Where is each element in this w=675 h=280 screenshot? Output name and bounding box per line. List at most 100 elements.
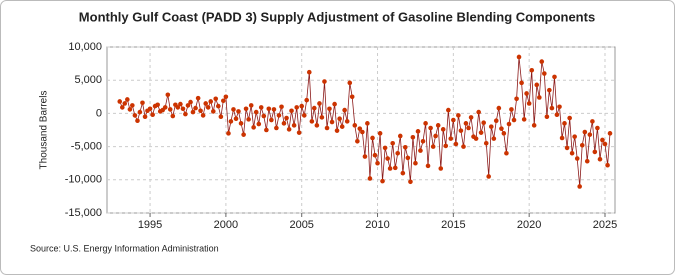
x-tick-label: 2020 <box>517 219 541 231</box>
data-point <box>279 104 284 110</box>
data-point <box>175 105 181 110</box>
data-point <box>251 125 256 130</box>
data-point <box>306 69 312 75</box>
data-point <box>600 137 605 143</box>
x-tick-label: 2025 <box>593 219 617 231</box>
data-point <box>155 102 160 108</box>
data-point <box>140 100 145 106</box>
data-point <box>372 152 378 158</box>
data-point <box>592 149 598 155</box>
data-point <box>605 162 610 168</box>
data-point <box>488 124 494 129</box>
data-point <box>587 132 593 137</box>
data-point <box>162 105 168 110</box>
data-point <box>236 109 241 114</box>
data-point <box>125 97 130 102</box>
data-point <box>423 121 428 126</box>
data-point <box>554 112 560 118</box>
plot-area: -15,000 -10,000 -5,000 0 5,000 10,000 1995 2000… <box>65 41 618 231</box>
data-point <box>344 119 350 124</box>
data-point <box>264 127 269 133</box>
data-point <box>165 92 171 98</box>
data-point <box>269 117 274 123</box>
data-point <box>402 144 408 150</box>
data-point <box>132 113 138 118</box>
data-point <box>582 129 588 135</box>
data-point <box>203 101 209 106</box>
data-point <box>304 97 310 103</box>
data-point <box>461 144 466 149</box>
data-point <box>481 120 486 125</box>
data-point <box>418 148 423 153</box>
data-point <box>584 158 590 164</box>
data-point <box>483 140 489 146</box>
data-point <box>521 117 527 122</box>
data-point <box>327 106 332 112</box>
data-point <box>438 166 444 171</box>
data-point <box>602 141 608 147</box>
data-point <box>456 113 461 118</box>
y-tick-label: 5,000 <box>74 74 102 86</box>
x-tick-label: 2005 <box>289 219 313 231</box>
data-point <box>511 117 517 123</box>
data-point <box>531 123 537 128</box>
x-tick-label: 1995 <box>138 219 162 231</box>
y-axis-label: Thousand Barrels <box>39 91 50 170</box>
data-point <box>493 118 499 124</box>
data-point <box>539 59 545 64</box>
data-point <box>228 119 234 124</box>
data-point <box>314 123 320 128</box>
data-point <box>390 140 395 146</box>
data-point <box>226 131 231 136</box>
data-point <box>243 106 249 112</box>
data-point <box>284 115 289 121</box>
data-point <box>380 178 385 184</box>
data-point <box>256 121 262 127</box>
data-point <box>410 135 416 140</box>
x-tick-label: 2000 <box>214 219 238 231</box>
data-point <box>120 105 125 110</box>
data-point <box>408 179 413 185</box>
data-point <box>208 99 214 104</box>
data-point <box>233 116 239 122</box>
data-point <box>324 125 330 131</box>
data-point <box>473 136 479 141</box>
source-note: Source: U.S. Energy Information Administ… <box>30 243 219 253</box>
data-point <box>332 101 337 107</box>
y-tick-label: 0 <box>96 107 102 119</box>
data-point <box>231 107 236 112</box>
data-point <box>382 145 388 151</box>
data-point <box>443 143 449 149</box>
data-point <box>299 103 305 109</box>
data-point <box>579 142 585 148</box>
data-point <box>198 108 203 114</box>
data-point <box>150 112 155 118</box>
data-point <box>329 119 335 125</box>
data-point <box>294 105 300 110</box>
data-point <box>466 125 471 131</box>
data-point <box>397 133 403 139</box>
data-point <box>537 95 542 100</box>
data-point <box>334 128 340 133</box>
data-point <box>400 170 406 176</box>
data-point <box>425 163 431 169</box>
data-point <box>529 67 535 73</box>
data-point <box>504 150 509 156</box>
data-point <box>276 113 282 118</box>
data-point <box>271 107 277 112</box>
data-point <box>433 133 438 139</box>
data-point <box>167 107 173 112</box>
data-point <box>574 156 580 161</box>
data-point <box>246 117 251 122</box>
data-point <box>311 105 317 111</box>
data-point <box>506 121 512 127</box>
data-point <box>557 104 562 110</box>
data-point <box>549 105 555 111</box>
y-tick-label: -5,000 <box>71 141 102 153</box>
data-point <box>451 117 456 123</box>
data-point <box>572 134 577 139</box>
data-point <box>607 131 613 136</box>
data-point <box>319 115 325 120</box>
data-point <box>296 130 302 135</box>
